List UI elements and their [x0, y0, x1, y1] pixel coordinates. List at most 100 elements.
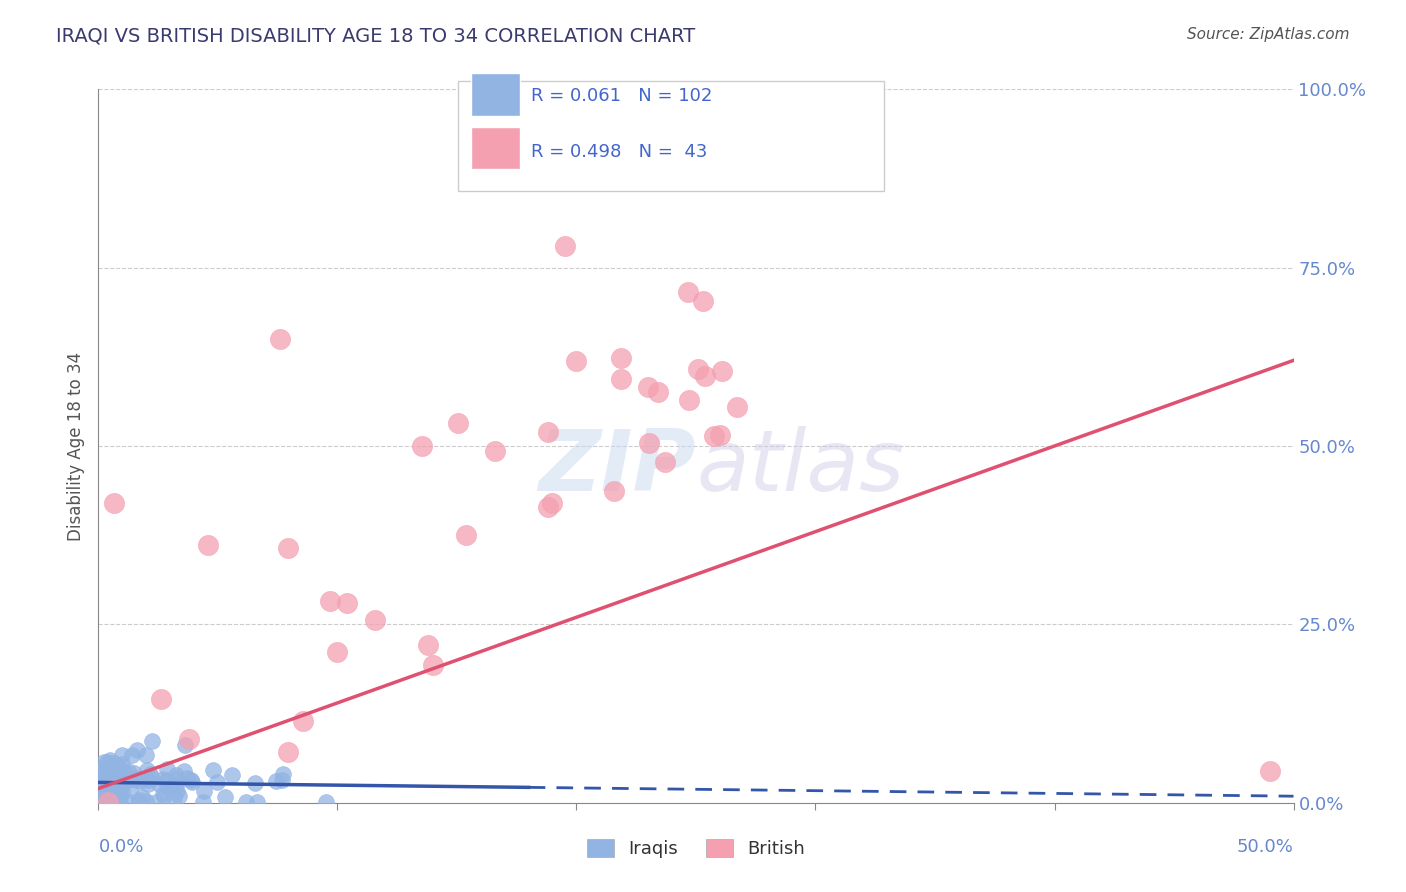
Point [197, 538, 219, 552]
Point [112, 764, 135, 779]
Point [725, 400, 748, 414]
Y-axis label: Disability Age 18 to 34: Disability Age 18 to 34 [66, 351, 84, 541]
Point [269, 332, 291, 346]
Point [128, 774, 150, 789]
Point [118, 795, 141, 809]
Text: R = 0.498   N =  43: R = 0.498 N = 43 [531, 143, 707, 161]
Point [97, 795, 120, 809]
Point [202, 763, 225, 777]
Point [602, 484, 624, 499]
Point [120, 782, 142, 797]
Point [117, 772, 139, 787]
Point [326, 645, 349, 659]
Point [193, 784, 215, 798]
Point [91, 795, 114, 809]
Point [107, 784, 129, 798]
Point [637, 380, 659, 394]
Point [100, 763, 122, 777]
Point [711, 364, 734, 378]
Point [90, 775, 112, 789]
Point [177, 731, 200, 746]
Point [141, 734, 163, 748]
Point [540, 496, 562, 510]
Point [94, 760, 117, 774]
Point [98, 787, 121, 801]
Point [104, 795, 127, 809]
Point [145, 795, 167, 809]
Point [165, 768, 187, 782]
Point [205, 774, 228, 789]
Point [89, 765, 111, 780]
Point [638, 436, 661, 450]
Point [103, 496, 125, 510]
Point [456, 528, 478, 542]
Point [162, 790, 184, 805]
Point [703, 429, 725, 443]
Point [124, 765, 146, 780]
Point [678, 392, 700, 407]
Point [121, 747, 143, 762]
Point [135, 772, 157, 786]
Point [447, 417, 470, 431]
Point [111, 748, 134, 763]
Point [180, 772, 202, 787]
Point [98, 783, 121, 797]
Point [537, 500, 560, 514]
Point [422, 657, 444, 672]
Point [246, 795, 269, 809]
Point [96, 786, 118, 800]
Point [129, 793, 152, 807]
Point [112, 776, 135, 790]
Point [181, 774, 204, 789]
Point [98, 789, 121, 803]
Text: 50.0%: 50.0% [1237, 838, 1294, 856]
Point [127, 795, 149, 809]
Point [111, 757, 134, 772]
Point [676, 285, 699, 299]
Point [709, 427, 731, 442]
Point [89, 778, 111, 792]
Point [98, 773, 121, 788]
Point [91, 792, 114, 806]
Point [148, 777, 170, 791]
Point [654, 455, 676, 469]
Point [686, 361, 709, 376]
Point [804, 96, 827, 111]
Point [87, 774, 110, 789]
Text: R = 0.061   N = 102: R = 0.061 N = 102 [531, 87, 713, 104]
Point [609, 372, 631, 386]
Point [97, 779, 120, 793]
Point [271, 766, 294, 780]
Point [91, 789, 114, 803]
Point [107, 768, 129, 782]
Point [141, 771, 163, 785]
Point [89, 782, 111, 797]
Point [96, 773, 118, 788]
Point [565, 353, 588, 368]
Text: IRAQI VS BRITISH DISABILITY AGE 18 TO 34 CORRELATION CHART: IRAQI VS BRITISH DISABILITY AGE 18 TO 34… [56, 27, 696, 45]
Point [319, 594, 342, 608]
Point [122, 772, 145, 786]
Point [156, 773, 179, 788]
Point [89, 786, 111, 800]
Point [235, 795, 257, 809]
Point [243, 775, 266, 789]
Point [136, 772, 159, 787]
Point [277, 541, 299, 555]
Text: atlas: atlas [696, 425, 904, 509]
Point [96, 781, 118, 796]
Point [135, 763, 157, 777]
Point [90, 790, 112, 805]
Point [152, 772, 174, 786]
Point [94, 781, 117, 796]
Point [90, 790, 112, 805]
Point [695, 369, 717, 384]
Point [271, 773, 294, 788]
Point [96, 755, 118, 769]
Point [107, 759, 129, 773]
Point [411, 439, 433, 453]
Legend: Iraqis, British: Iraqis, British [579, 831, 813, 865]
Point [108, 790, 131, 805]
Point [610, 351, 633, 365]
Point [105, 795, 128, 809]
